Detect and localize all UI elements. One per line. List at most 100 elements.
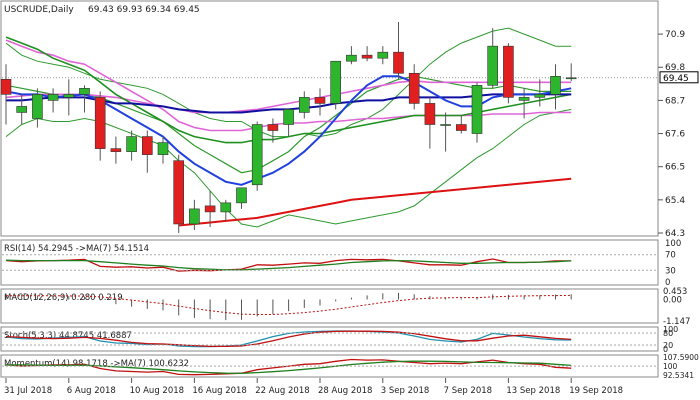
price-tick-label: 66.5 xyxy=(665,163,685,173)
price-axis: 70.9 69.8 68.7 67.6 66.5 65.4 64.3 xyxy=(658,30,685,239)
price-panel-frame xyxy=(0,0,659,237)
candle-down xyxy=(393,51,404,74)
date-tick-label: 10 Aug 2018 xyxy=(130,386,184,396)
rsi-line xyxy=(5,259,572,271)
date-tick-label: 16 Aug 2018 xyxy=(192,386,246,396)
rsi-tick-label: 100 xyxy=(665,239,681,249)
macd-tick-label: 0.453 xyxy=(663,287,687,297)
price-tick-label: 65.4 xyxy=(665,196,685,206)
candle-down xyxy=(503,45,514,98)
stoch-line xyxy=(5,330,572,348)
price-tick-label: 68.7 xyxy=(665,96,685,106)
macd-title: MACD(12,26,9) 0.280 0.219 xyxy=(4,293,123,303)
macd-tick-label: -1.147 xyxy=(663,317,690,327)
rsi-axis: 100 70 30 0 xyxy=(2,239,681,288)
stoch-title: Stoch(5,3,3) 44.8745 41.6887 xyxy=(4,331,132,341)
candle-down xyxy=(408,72,420,104)
rsi-panel: RSI(14) 54.2945 ->MA(7) 54.1514 100 70 30 0 xyxy=(0,239,681,288)
momentum-line xyxy=(6,360,572,375)
price-tick-label: 64.3 xyxy=(665,229,685,239)
momentum-tick-label: 92.5341 xyxy=(663,371,694,380)
momentum-tick-label: 100 xyxy=(663,362,678,371)
candle-up xyxy=(534,94,546,98)
candle-up xyxy=(346,54,357,62)
stoch-tick-label: 80 xyxy=(663,329,673,338)
candle-up xyxy=(126,136,137,152)
candle-up xyxy=(471,85,483,134)
date-tick-label: 6 Aug 2018 xyxy=(67,386,116,396)
stoch-tick-label: 20 xyxy=(663,341,673,350)
stoch-tick-label: 0 xyxy=(663,345,668,354)
rsi-tick-label: 30 xyxy=(665,266,676,276)
last-price-label: 69.45 xyxy=(663,74,689,84)
candle-down xyxy=(110,148,122,152)
candle-up xyxy=(236,187,247,204)
candle-down xyxy=(361,54,373,59)
candle-down xyxy=(142,136,153,155)
momentum-title: Momentum(14) 98.1718 ->MA(7) 100.6232 xyxy=(4,359,189,369)
overlay-line xyxy=(178,177,572,227)
macd-histogram xyxy=(5,292,572,321)
instrument-title: USCRUDE,Daily xyxy=(4,5,74,15)
stoch-line xyxy=(5,330,572,348)
rsi-line xyxy=(5,258,572,272)
price-tick-label: 70.9 xyxy=(665,30,685,40)
candle-down xyxy=(314,97,326,104)
date-tick-label: 28 Aug 2018 xyxy=(318,386,372,396)
price-panel: USCRUDE,Daily 69.43 69.93 69.34 69.45 70… xyxy=(0,0,699,239)
date-tick-label: 13 Sep 2018 xyxy=(506,386,560,396)
candle-up xyxy=(377,51,389,59)
candle-up xyxy=(47,94,59,101)
candle-up xyxy=(298,97,310,113)
candle-down xyxy=(173,160,184,225)
rsi-tick-label: 0 xyxy=(665,278,670,288)
candle-down xyxy=(424,103,436,125)
candle-up xyxy=(63,94,75,98)
macd-signal-line xyxy=(6,294,572,315)
candle-up xyxy=(189,208,200,225)
candle-up xyxy=(79,88,90,95)
rsi-lines xyxy=(5,258,572,272)
momentum-panel: Momentum(14) 98.1718 ->MA(7) 100.6232 10… xyxy=(0,353,699,380)
candle-down xyxy=(455,124,467,131)
date-tick-label: 19 Sep 2018 xyxy=(569,386,623,396)
candle-down xyxy=(204,205,216,213)
price-tick-label: 69.8 xyxy=(665,63,685,73)
rsi-tick-label: 70 xyxy=(665,251,676,261)
candle-down xyxy=(0,79,12,95)
candle-up xyxy=(157,142,169,155)
candle-up xyxy=(16,106,28,113)
stoch-tick-label: 100 xyxy=(663,325,678,334)
stoch-lines xyxy=(5,330,572,348)
momentum-tick-label: 107.5900 xyxy=(663,353,699,362)
macd-panel-frame xyxy=(0,288,659,324)
macd-tick-label: 0.00 xyxy=(663,295,682,305)
candle-down xyxy=(267,124,279,131)
candle-up xyxy=(487,45,499,86)
date-tick-label: 3 Sep 2018 xyxy=(381,386,429,396)
candle-up xyxy=(32,94,43,119)
momentum-lines xyxy=(5,358,572,376)
candle-down xyxy=(94,97,106,149)
last-price-box xyxy=(659,71,699,84)
date-tick-label: 7 Sep 2018 xyxy=(444,386,492,396)
candle-up xyxy=(283,109,294,125)
candle-up xyxy=(518,97,530,101)
candle-up xyxy=(550,75,561,95)
last-price-tag: 69.45 xyxy=(659,71,699,84)
candle-up xyxy=(440,124,451,126)
candles xyxy=(0,22,577,233)
rsi-title: RSI(14) 54.2945 ->MA(7) 54.1514 xyxy=(4,244,149,254)
price-tick-label: 67.6 xyxy=(665,130,685,140)
date-tick-label: 22 Aug 2018 xyxy=(255,386,309,396)
date-tick-label: 31 Jul 2018 xyxy=(4,386,52,396)
candle-up xyxy=(565,77,577,80)
ohlc-header: 69.43 69.93 69.34 69.45 xyxy=(88,5,200,15)
candle-up xyxy=(251,124,263,186)
